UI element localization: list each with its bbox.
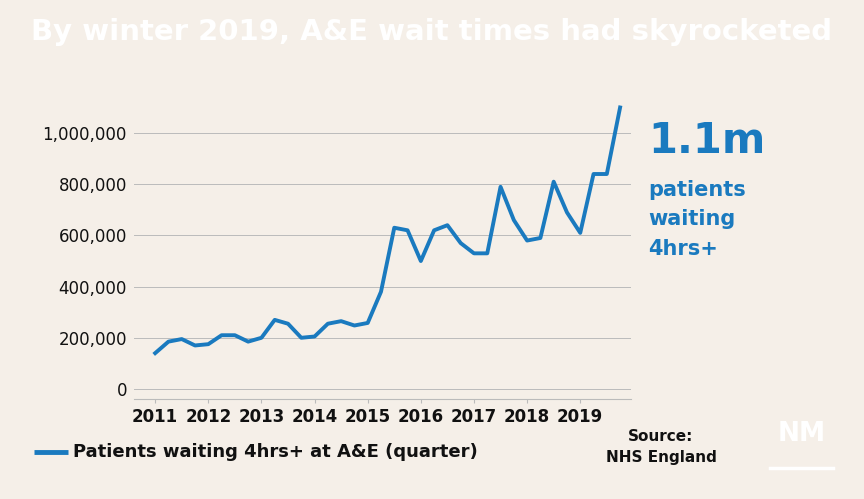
- Text: 1.1m: 1.1m: [648, 120, 766, 162]
- Text: By winter 2019, A&E wait times had skyrocketed: By winter 2019, A&E wait times had skyro…: [31, 18, 833, 46]
- Text: Patients waiting 4hrs+ at A&E (quarter): Patients waiting 4hrs+ at A&E (quarter): [73, 443, 478, 461]
- Text: Source:
NHS England: Source: NHS England: [606, 429, 716, 465]
- Text: patients
waiting
4hrs+: patients waiting 4hrs+: [648, 180, 746, 259]
- Text: NM: NM: [778, 421, 825, 447]
